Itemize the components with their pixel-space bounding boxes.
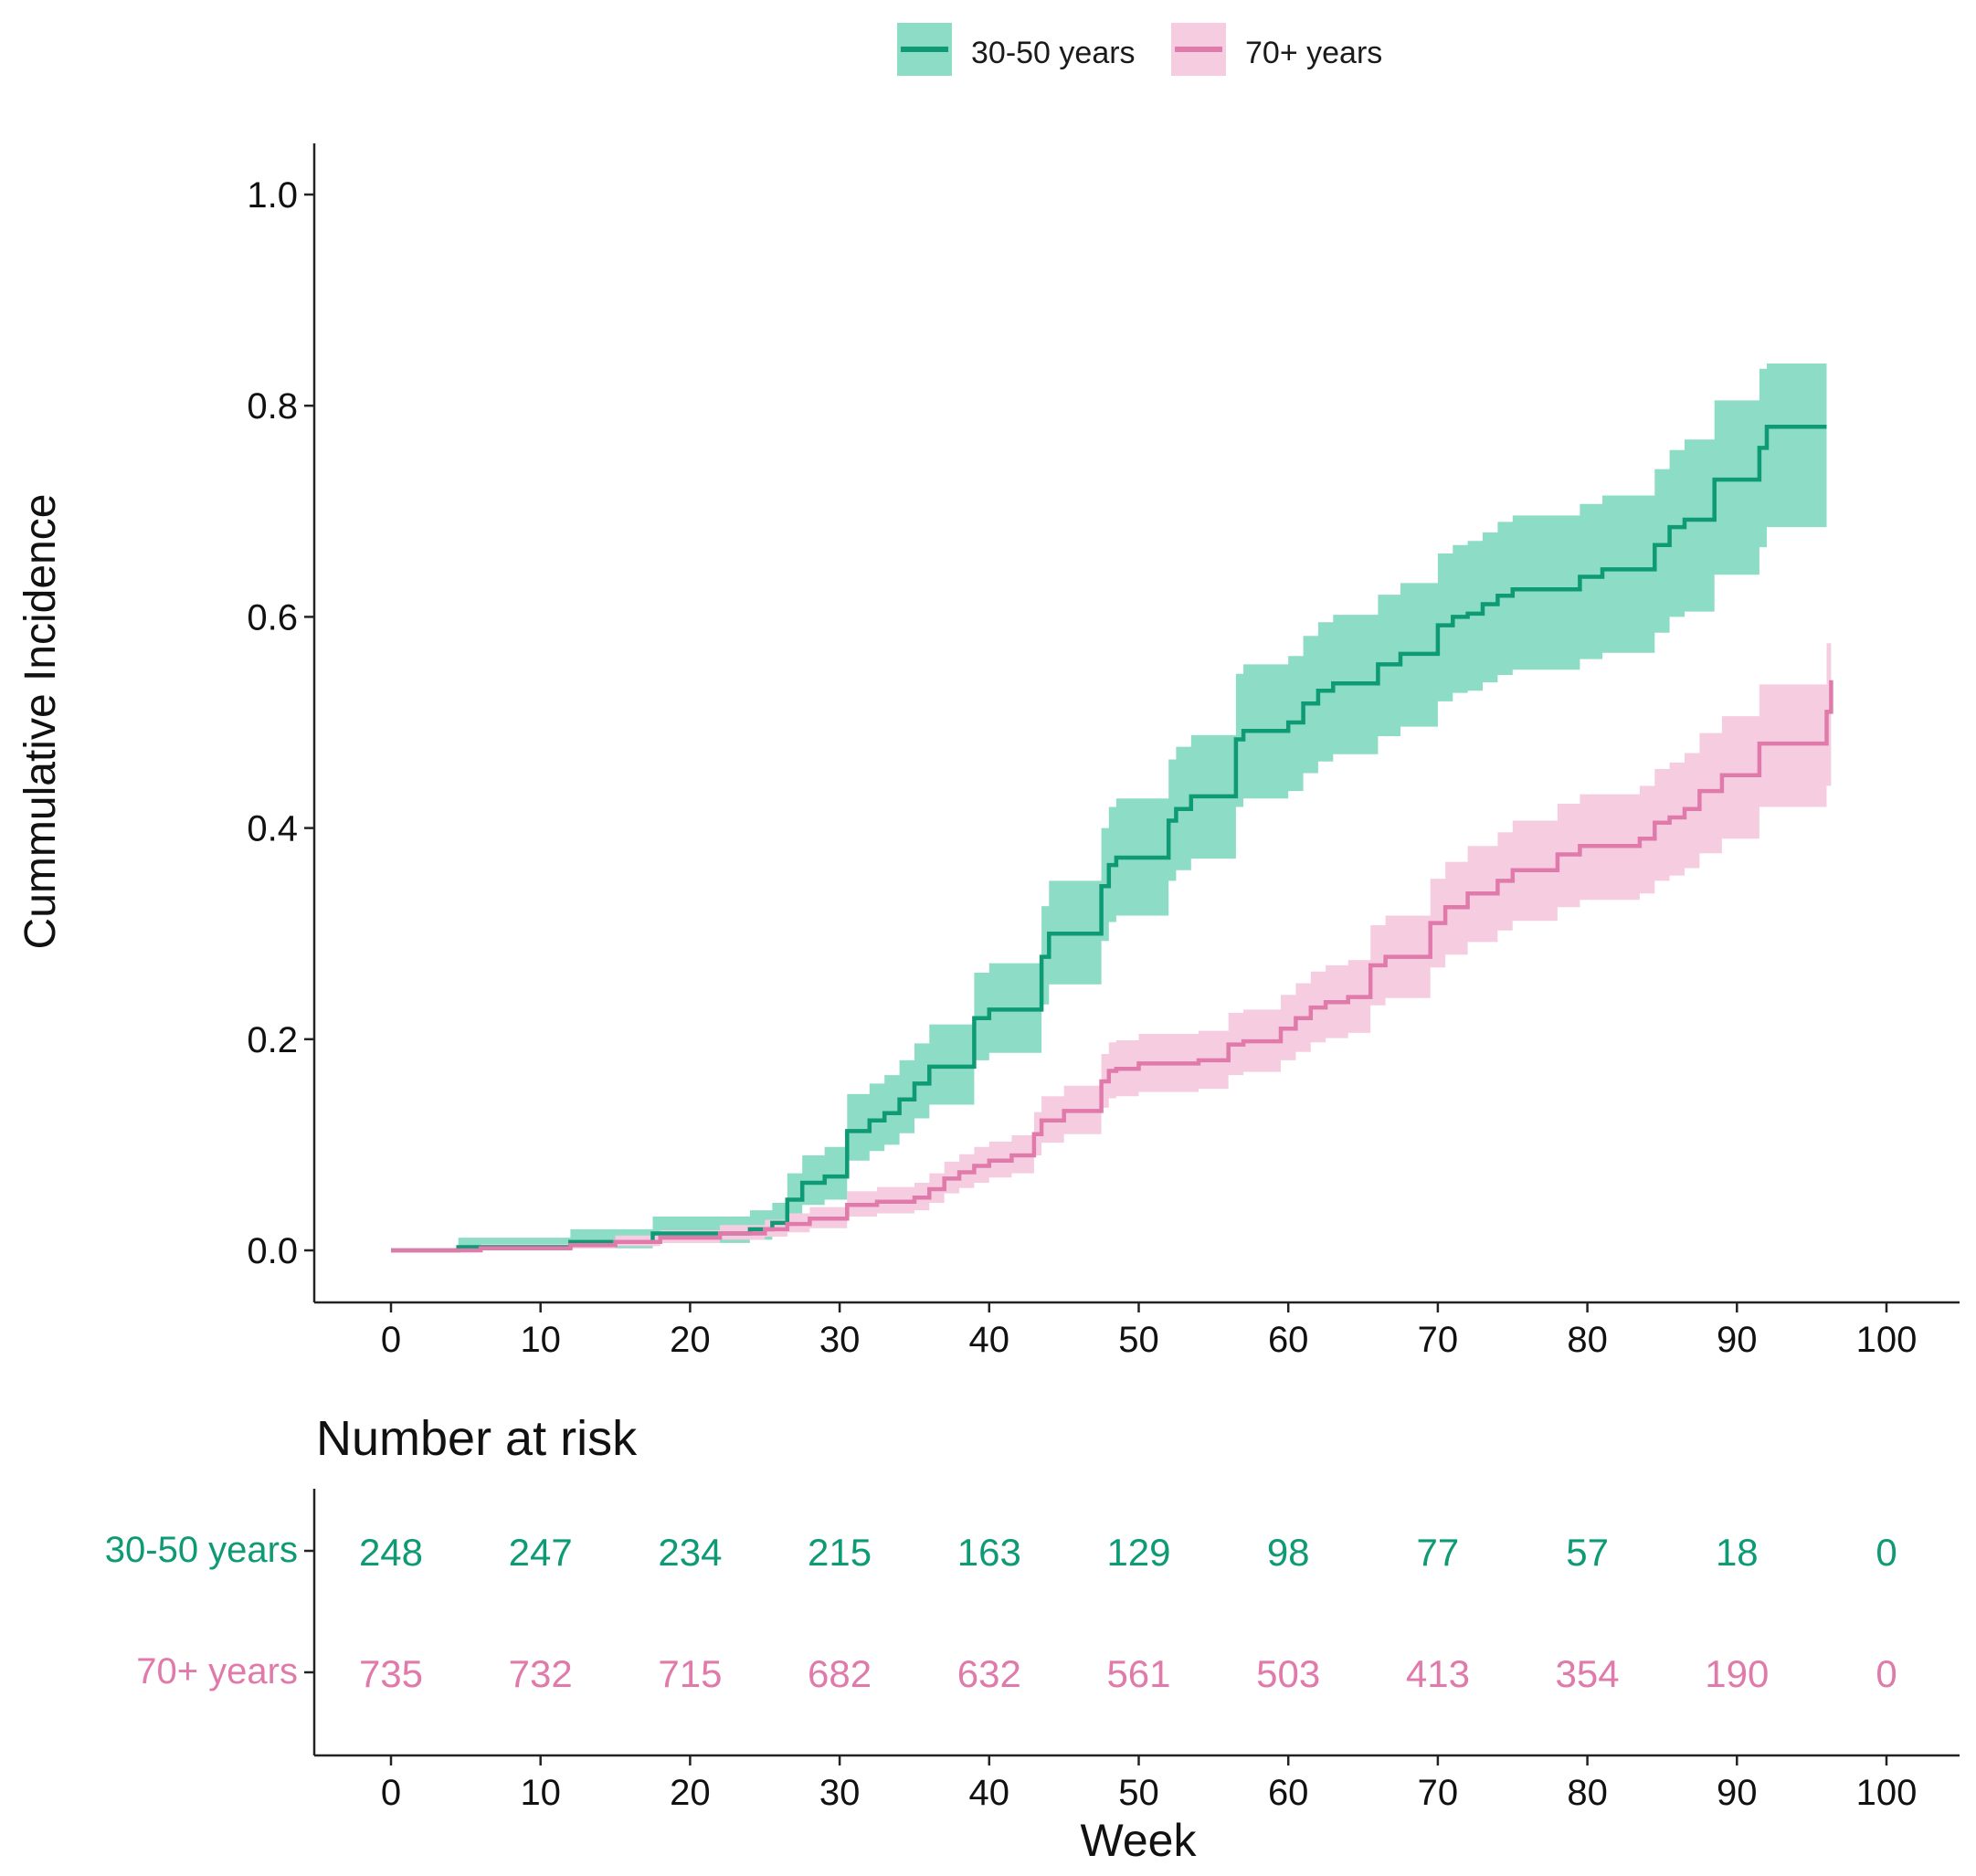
x-tick-label: 10 (520, 1320, 561, 1360)
risk-value-70-plus-years: 413 (1406, 1652, 1470, 1695)
y-tick-label: 0.6 (247, 597, 298, 638)
legend: 30-50 years 70+ years (897, 23, 1382, 76)
risk-value-70-plus-years: 715 (658, 1652, 722, 1695)
confidence-bands (391, 364, 1832, 1250)
x-tick-label: 40 (969, 1320, 1010, 1360)
x-tick-label: 80 (1567, 1320, 1608, 1360)
y-tick-label: 0.2 (247, 1020, 298, 1060)
risk-value-70-plus-years: 682 (808, 1652, 872, 1695)
y-tick-label: 0.0 (247, 1231, 298, 1271)
risk-x-tick-label: 80 (1567, 1773, 1608, 1813)
risk-value-70-plus-years: 735 (359, 1652, 423, 1695)
risk-value-30-50-years: 163 (957, 1531, 1021, 1574)
risk-x-tick-label: 10 (520, 1773, 561, 1813)
incidence-curve-70-plus-years (391, 680, 1833, 1253)
risk-value-30-50-years: 98 (1267, 1531, 1310, 1574)
risk-table-rows: 30-50 years 248 247 234 215 163 129 98 77 57 18 0 70… (105, 1530, 1897, 1695)
confidence-band-30-50-years (391, 364, 1827, 1250)
risk-value-30-50-years: 215 (808, 1531, 872, 1574)
risk-x-tick-label: 40 (969, 1773, 1010, 1813)
y-tick-label: 1.0 (247, 175, 298, 216)
x-tick-label: 90 (1717, 1320, 1758, 1360)
y-axis-ticks: 0.0 0.2 0.4 0.6 0.8 1.0 (247, 175, 314, 1271)
x-tick-label: 60 (1268, 1320, 1309, 1360)
risk-x-tick-label: 90 (1717, 1773, 1758, 1813)
risk-value-30-50-years: 18 (1716, 1531, 1759, 1574)
risk-value-30-50-years: 248 (359, 1531, 423, 1574)
risk-value-30-50-years: 234 (658, 1531, 722, 1574)
risk-table: Number at risk 30-50 years 248 247 234 215 16… (105, 1411, 1960, 1866)
risk-value-30-50-years: 0 (1876, 1531, 1897, 1574)
risk-row-label-70-plus-years: 70+ years (136, 1651, 298, 1692)
y-tick-label: 0.8 (247, 386, 298, 427)
risk-value-70-plus-years: 503 (1256, 1652, 1320, 1695)
x-axis-label-week: Week (1081, 1815, 1198, 1866)
risk-value-70-plus-years: 354 (1556, 1652, 1620, 1695)
risk-value-30-50-years: 57 (1566, 1531, 1609, 1574)
risk-x-tick-label: 100 (1856, 1773, 1918, 1813)
risk-x-tick-label: 30 (819, 1773, 861, 1813)
incidence-curve-30-50-years (391, 425, 1827, 1253)
risk-value-70-plus-years: 732 (509, 1652, 573, 1695)
legend-label-30-50-years: 30-50 years (971, 36, 1136, 70)
x-tick-label: 100 (1856, 1320, 1918, 1360)
risk-x-tick-label: 20 (670, 1773, 711, 1813)
risk-value-30-50-years: 247 (509, 1531, 573, 1574)
risk-value-30-50-years: 77 (1417, 1531, 1460, 1574)
risk-x-tick-label: 50 (1118, 1773, 1159, 1813)
risk-x-tick-label: 60 (1268, 1773, 1309, 1813)
risk-value-70-plus-years: 561 (1106, 1652, 1170, 1695)
x-tick-label: 20 (670, 1320, 711, 1360)
risk-value-70-plus-years: 632 (957, 1652, 1021, 1695)
risk-x-tick-label: 0 (381, 1773, 401, 1813)
plot-area: 0.0 0.2 0.4 0.6 0.8 1.0 0 10 20 30 40 50 60 70 80 90 10… (247, 143, 1960, 1360)
x-tick-label: 50 (1118, 1320, 1159, 1360)
legend-label-70-plus-years: 70+ years (1245, 36, 1382, 70)
y-tick-label: 0.4 (247, 809, 298, 849)
risk-x-tick-label: 70 (1418, 1773, 1459, 1813)
y-axis-label: Cummulative Incidence (16, 494, 65, 950)
risk-table-title: Number at risk (316, 1411, 638, 1466)
legend-item-70-plus-years: 70+ years (1171, 23, 1382, 76)
confidence-band-70-plus-years (391, 606, 1832, 1250)
legend-item-30-50-years: 30-50 years (897, 23, 1136, 76)
x-axis-ticks: 0 10 20 30 40 50 60 70 80 90 100 (381, 1302, 1918, 1360)
risk-row-label-30-50-years: 30-50 years (105, 1530, 298, 1570)
incidence-curves (391, 425, 1833, 1253)
x-tick-label: 30 (819, 1320, 861, 1360)
risk-value-30-50-years: 129 (1106, 1531, 1170, 1574)
x-tick-label: 70 (1418, 1320, 1459, 1360)
risk-table-x-ticks: 0 10 20 30 40 50 60 70 80 90 100 (381, 1755, 1918, 1813)
x-tick-label: 0 (381, 1320, 401, 1360)
risk-value-70-plus-years: 190 (1705, 1652, 1769, 1695)
risk-value-70-plus-years: 0 (1876, 1652, 1897, 1695)
